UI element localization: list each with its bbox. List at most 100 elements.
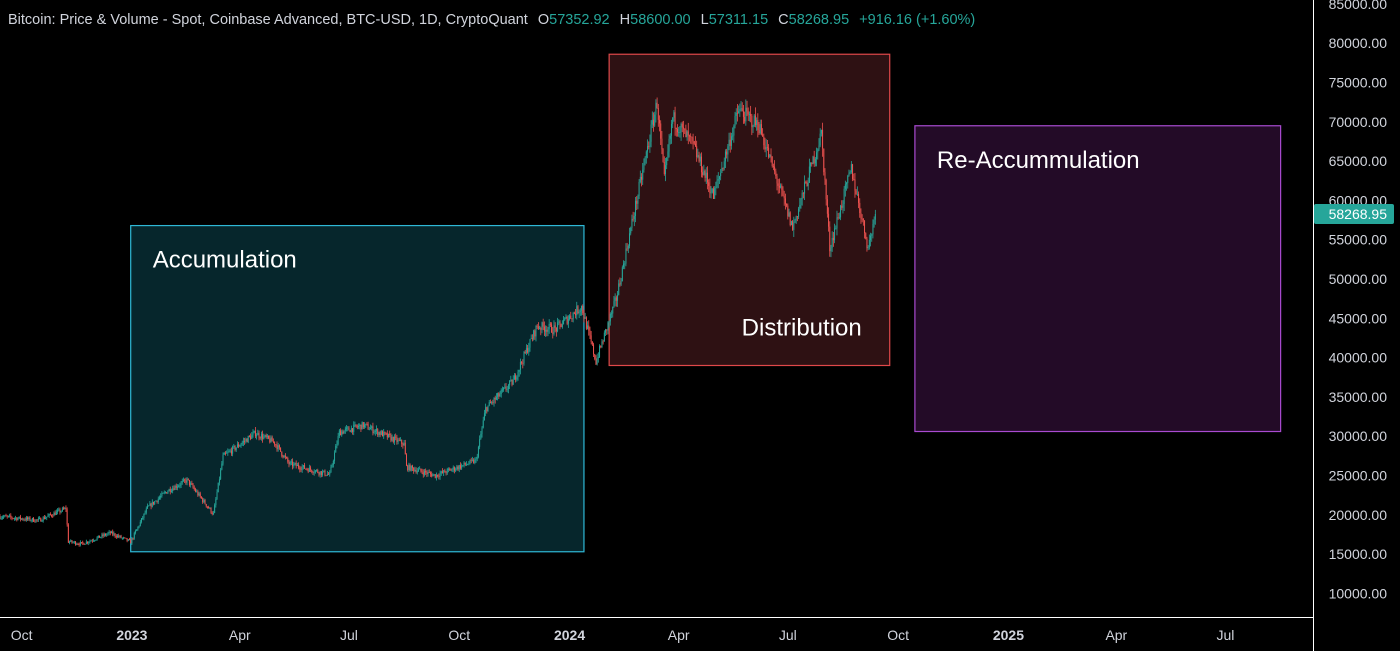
zone-re-accummulation[interactable] (914, 125, 1282, 433)
candle (813, 150, 815, 167)
candle (51, 514, 53, 518)
candle (754, 107, 756, 128)
candle (594, 353, 596, 361)
candle (252, 429, 254, 438)
candle (282, 454, 284, 459)
time-tick-label: Oct (448, 627, 470, 643)
zone-accumulation[interactable] (130, 224, 585, 553)
candle (623, 260, 625, 270)
candle (117, 533, 119, 539)
candle (768, 144, 770, 159)
candle (710, 186, 712, 199)
high-value: 58600.00 (630, 12, 691, 28)
candle (126, 538, 128, 543)
candle (209, 507, 211, 510)
candle (364, 422, 366, 429)
candle (371, 425, 373, 431)
candle (304, 462, 306, 470)
candle (73, 540, 75, 544)
candle (681, 121, 683, 133)
candle (618, 279, 620, 296)
candle (85, 539, 87, 545)
candle (11, 516, 13, 521)
candle (543, 321, 545, 336)
candle (239, 444, 241, 447)
candle (818, 138, 820, 152)
candle (411, 464, 413, 471)
candle (766, 140, 768, 151)
candle (323, 470, 325, 473)
candle (422, 469, 424, 478)
candle (816, 147, 818, 167)
candle (709, 178, 711, 198)
candle (37, 516, 39, 522)
candle (861, 214, 863, 223)
candle (139, 519, 141, 527)
candle (793, 216, 795, 237)
candle (348, 426, 350, 431)
candle (703, 164, 705, 176)
candle (566, 315, 568, 326)
candle (124, 537, 126, 539)
candle (192, 483, 194, 489)
candle (852, 163, 854, 182)
candle (504, 383, 506, 389)
time-axis[interactable]: Oct 2023 Apr Jul Oct 2024 Apr Jul Oct 2025 Apr Jul (0, 617, 1313, 644)
candle (742, 105, 744, 124)
candle (83, 542, 85, 545)
candle (741, 102, 743, 112)
candle (149, 500, 151, 506)
time-tick-label: Jul (1217, 627, 1235, 643)
candle (431, 471, 433, 478)
candle (641, 173, 643, 187)
candle (17, 517, 19, 521)
candle (621, 265, 623, 282)
candle (205, 503, 207, 508)
candle (690, 133, 692, 144)
candle (552, 327, 554, 339)
candle (576, 301, 578, 320)
candle (420, 468, 422, 473)
candle (337, 432, 339, 446)
candle (479, 435, 481, 450)
candle (786, 203, 788, 208)
candle (619, 277, 621, 287)
candle (862, 218, 864, 226)
candle (227, 448, 229, 456)
candle (97, 535, 99, 539)
candle (475, 456, 477, 463)
candle (578, 309, 580, 319)
candle (378, 431, 380, 438)
candle (535, 325, 537, 342)
candle (121, 537, 123, 540)
last-price-badge (1314, 204, 1394, 225)
candle (805, 180, 807, 184)
candle (584, 312, 586, 319)
candle (244, 437, 246, 445)
candle (415, 467, 417, 474)
candle (397, 437, 399, 445)
candle (318, 471, 320, 477)
candle (653, 112, 655, 132)
candle (105, 533, 107, 537)
candle (691, 136, 693, 145)
candle (384, 431, 386, 436)
candle (745, 99, 747, 126)
price-axis[interactable]: 10000.00 15000.00 20000.00 25000.00 30000.00… (1313, 0, 1395, 651)
candle (712, 186, 714, 199)
candle (404, 439, 406, 455)
candle (208, 505, 210, 509)
candle (332, 459, 334, 468)
candle (829, 221, 831, 257)
candle (734, 111, 736, 129)
candle (450, 468, 452, 471)
candle (733, 124, 735, 143)
candle (636, 196, 638, 211)
candle (322, 469, 324, 477)
candle (433, 474, 435, 477)
candle (125, 537, 127, 539)
candle (551, 322, 553, 333)
candle (555, 327, 557, 337)
candle (775, 168, 777, 179)
